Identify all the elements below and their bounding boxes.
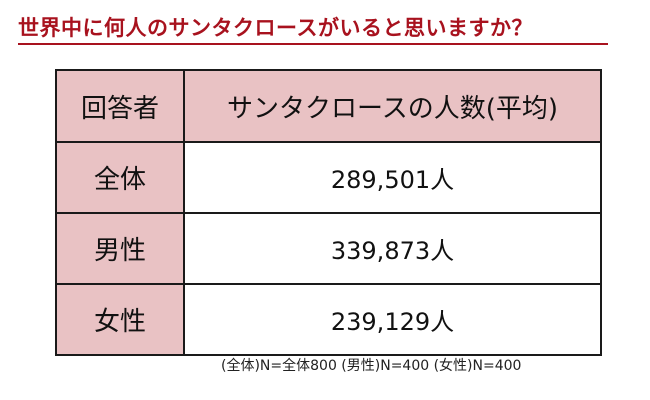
row-value-total: 289,501人 <box>183 141 602 214</box>
row-label-female: 女性 <box>55 283 185 356</box>
page-title: 世界中に何人のサンタクロースがいると思いますか？ <box>18 16 533 40</box>
header-respondent: 回答者 <box>55 69 185 143</box>
title-underline <box>18 43 608 45</box>
table-header-row: 回答者 サンタクロースの人数(平均) <box>55 69 602 143</box>
row-label-total: 全体 <box>55 141 185 214</box>
table-row: 全体 289,501人 <box>55 141 602 214</box>
row-value-male: 339,873人 <box>183 212 602 285</box>
row-value-female: 239,129人 <box>183 283 602 356</box>
table-row: 男性 339,873人 <box>55 212 602 285</box>
row-label-male: 男性 <box>55 212 185 285</box>
table-row: 女性 239,129人 <box>55 283 602 356</box>
header-santa-count: サンタクロースの人数(平均) <box>183 69 602 143</box>
sample-size-note: (全体)N=全体800 (男性)N=400 (女性)N=400 <box>221 358 522 374</box>
santa-count-table: 回答者 サンタクロースの人数(平均) 全体 289,501人 男性 339,87… <box>55 69 602 356</box>
